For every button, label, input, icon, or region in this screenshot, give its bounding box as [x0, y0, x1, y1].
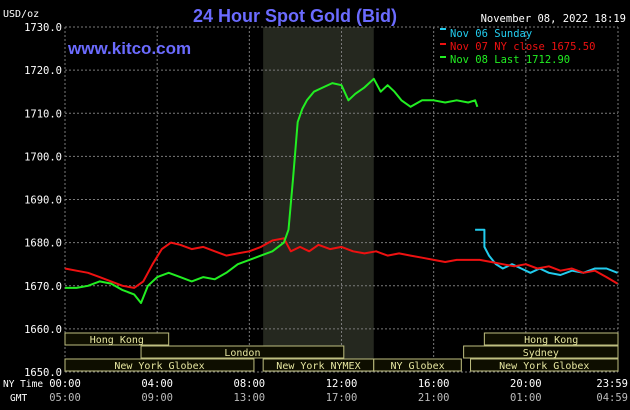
y-tick-label: 1680.0	[24, 238, 62, 250]
market-sessions: Hong Kong Hong Kong London Sydney New York G…	[64, 332, 619, 372]
session-label: New York Globex	[114, 361, 204, 372]
chart-grid	[64, 26, 619, 373]
y-tick-label: 1670.0	[24, 281, 62, 293]
legend-nov07: Nov 07 NY close 1675.50	[450, 41, 595, 53]
y-tick-label: 1650.0	[24, 367, 62, 379]
x-axis-ticks: 00:00 05:00 04:00 09:00 08:00 13:00 12:00 17:00…	[49, 378, 628, 404]
price-series	[64, 77, 619, 304]
datetime-stamp: November 08, 2022 18:19	[481, 13, 626, 25]
x-tick-gmt: 21:00	[418, 392, 450, 404]
y-tick-label: 1660.0	[24, 324, 62, 336]
y-axis-ticks: 1650.0 1660.0 1670.0 1680.0 1690.0 1700.0 1710…	[24, 22, 62, 379]
units-label: USD/oz	[3, 9, 39, 20]
session-label: NY Globex	[390, 361, 444, 372]
series-line-2	[65, 77, 479, 304]
session-box	[373, 358, 462, 372]
session-label: Hong Kong	[524, 335, 578, 346]
legend-swatch-nov08	[440, 56, 446, 58]
legend-nov08: Nov 08 Last 1712.90	[450, 54, 570, 66]
gmt-label: GMT	[10, 393, 27, 404]
x-tick-ny: 00:00	[49, 378, 81, 390]
chart-title: 24 Hour Spot Gold (Bid)	[193, 6, 397, 26]
session-label: New York Globex	[499, 361, 589, 372]
session-label: Sydney	[523, 348, 559, 359]
session-box	[64, 358, 255, 372]
x-tick-ny: 20:00	[510, 378, 542, 390]
session-box	[483, 332, 619, 346]
x-tick-gmt: 09:00	[141, 392, 173, 404]
y-tick-label: 1730.0	[24, 22, 62, 34]
session-label: Hong Kong	[90, 335, 144, 346]
x-tick-gmt: 04:59	[596, 392, 628, 404]
legend-swatch-nov07	[440, 43, 446, 45]
session-label: New York NYMEX	[276, 361, 360, 372]
session-label: London	[224, 348, 260, 359]
session-box	[140, 345, 345, 359]
y-tick-label: 1700.0	[24, 151, 62, 163]
session-box	[64, 332, 170, 346]
y-tick-label: 1690.0	[24, 195, 62, 207]
x-tick-gmt: 01:00	[510, 392, 542, 404]
y-tick-label: 1720.0	[24, 65, 62, 77]
x-tick-ny: 23:59	[596, 378, 628, 390]
ny-time-label: NY Time	[3, 379, 43, 390]
session-box	[463, 345, 619, 359]
legend-nov06: Nov 06 Sunday	[450, 28, 532, 40]
y-tick-label: 1710.0	[24, 108, 62, 120]
session-box	[470, 358, 619, 372]
x-tick-gmt: 13:00	[234, 392, 266, 404]
legend-swatch-nov06	[440, 28, 446, 30]
series-line-1	[64, 237, 619, 289]
x-tick-ny: 04:00	[141, 378, 173, 390]
chart-legend: Nov 06 Sunday Nov 07 NY close 1675.50 No…	[440, 28, 595, 66]
kitco-watermark: www.kitco.com	[67, 39, 191, 58]
x-tick-ny: 12:00	[326, 378, 358, 390]
x-tick-gmt: 05:00	[49, 392, 81, 404]
x-tick-ny: 16:00	[418, 378, 450, 390]
x-tick-ny: 08:00	[234, 378, 266, 390]
x-tick-gmt: 17:00	[326, 392, 358, 404]
